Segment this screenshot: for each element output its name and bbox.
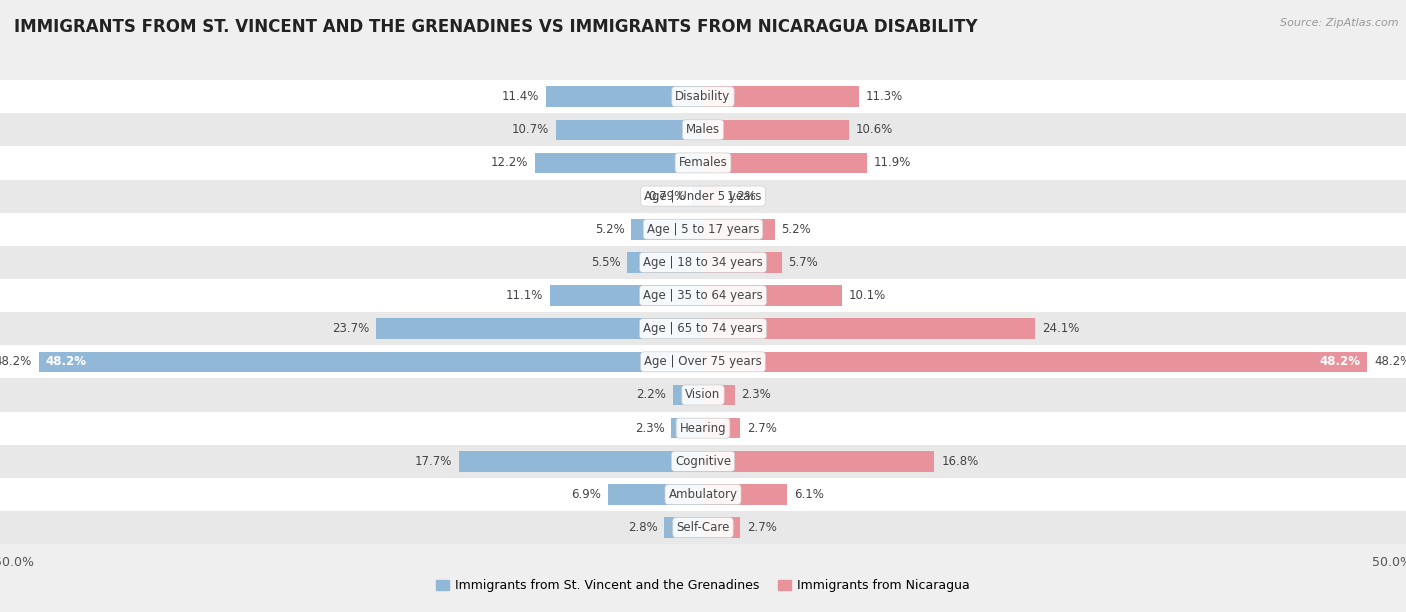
- Bar: [0, 478, 1406, 511]
- Bar: [703, 318, 1035, 339]
- Text: 11.9%: 11.9%: [875, 157, 911, 170]
- Bar: [0, 411, 1406, 445]
- Bar: [555, 119, 703, 140]
- Text: Cognitive: Cognitive: [675, 455, 731, 468]
- Bar: [703, 219, 775, 239]
- Text: 23.7%: 23.7%: [332, 322, 370, 335]
- Text: Disability: Disability: [675, 90, 731, 103]
- Text: 24.1%: 24.1%: [1042, 322, 1080, 335]
- Bar: [550, 285, 703, 306]
- Text: 2.2%: 2.2%: [636, 389, 666, 401]
- Bar: [671, 418, 703, 438]
- Text: 2.8%: 2.8%: [628, 521, 658, 534]
- Bar: [39, 351, 703, 372]
- Text: Age | 5 to 17 years: Age | 5 to 17 years: [647, 223, 759, 236]
- Text: IMMIGRANTS FROM ST. VINCENT AND THE GRENADINES VS IMMIGRANTS FROM NICARAGUA DISA: IMMIGRANTS FROM ST. VINCENT AND THE GREN…: [14, 18, 977, 36]
- Text: 48.2%: 48.2%: [1319, 356, 1360, 368]
- Text: 16.8%: 16.8%: [942, 455, 979, 468]
- Text: 11.3%: 11.3%: [866, 90, 903, 103]
- Bar: [0, 212, 1406, 246]
- Bar: [0, 146, 1406, 179]
- Text: 5.2%: 5.2%: [782, 223, 811, 236]
- Text: 10.6%: 10.6%: [856, 123, 893, 136]
- Text: 0.79%: 0.79%: [648, 190, 685, 203]
- Bar: [665, 517, 703, 538]
- Text: Males: Males: [686, 123, 720, 136]
- Text: Age | 18 to 34 years: Age | 18 to 34 years: [643, 256, 763, 269]
- Bar: [0, 345, 1406, 378]
- Bar: [0, 113, 1406, 146]
- Bar: [703, 119, 849, 140]
- Text: 12.2%: 12.2%: [491, 157, 529, 170]
- Bar: [460, 451, 703, 472]
- Text: Ambulatory: Ambulatory: [668, 488, 738, 501]
- Text: Vision: Vision: [685, 389, 721, 401]
- Bar: [703, 252, 782, 273]
- Text: 2.3%: 2.3%: [741, 389, 772, 401]
- Text: 2.7%: 2.7%: [747, 422, 778, 435]
- Bar: [607, 484, 703, 505]
- Text: Females: Females: [679, 157, 727, 170]
- Bar: [0, 246, 1406, 279]
- Text: 1.2%: 1.2%: [727, 190, 756, 203]
- Text: 48.2%: 48.2%: [0, 356, 32, 368]
- Text: 5.2%: 5.2%: [595, 223, 624, 236]
- Text: 5.5%: 5.5%: [591, 256, 620, 269]
- Text: Age | Under 5 years: Age | Under 5 years: [644, 190, 762, 203]
- Bar: [0, 312, 1406, 345]
- Text: 10.7%: 10.7%: [512, 123, 548, 136]
- Text: Self-Care: Self-Care: [676, 521, 730, 534]
- Bar: [703, 152, 868, 173]
- Bar: [0, 378, 1406, 411]
- Bar: [703, 86, 859, 107]
- Bar: [703, 451, 935, 472]
- Text: 48.2%: 48.2%: [46, 356, 87, 368]
- Text: Age | 65 to 74 years: Age | 65 to 74 years: [643, 322, 763, 335]
- Bar: [703, 285, 842, 306]
- Bar: [0, 445, 1406, 478]
- Text: Source: ZipAtlas.com: Source: ZipAtlas.com: [1281, 18, 1399, 28]
- Bar: [703, 484, 787, 505]
- Bar: [546, 86, 703, 107]
- Text: 6.9%: 6.9%: [571, 488, 600, 501]
- Bar: [703, 517, 740, 538]
- Bar: [703, 418, 740, 438]
- Bar: [703, 351, 1367, 372]
- Bar: [672, 385, 703, 405]
- Bar: [0, 511, 1406, 544]
- Bar: [631, 219, 703, 239]
- Bar: [692, 186, 703, 206]
- Text: 17.7%: 17.7%: [415, 455, 453, 468]
- Text: 11.4%: 11.4%: [502, 90, 538, 103]
- Text: Age | Over 75 years: Age | Over 75 years: [644, 356, 762, 368]
- Text: Age | 35 to 64 years: Age | 35 to 64 years: [643, 289, 763, 302]
- Text: 10.1%: 10.1%: [849, 289, 886, 302]
- Text: Hearing: Hearing: [679, 422, 727, 435]
- Bar: [534, 152, 703, 173]
- Bar: [0, 179, 1406, 212]
- Text: 5.7%: 5.7%: [789, 256, 818, 269]
- Bar: [0, 279, 1406, 312]
- Bar: [703, 186, 720, 206]
- Text: 6.1%: 6.1%: [794, 488, 824, 501]
- Text: 2.3%: 2.3%: [634, 422, 665, 435]
- Legend: Immigrants from St. Vincent and the Grenadines, Immigrants from Nicaragua: Immigrants from St. Vincent and the Gren…: [432, 574, 974, 597]
- Text: 48.2%: 48.2%: [1374, 356, 1406, 368]
- Bar: [377, 318, 703, 339]
- Bar: [627, 252, 703, 273]
- Bar: [703, 385, 735, 405]
- Text: 2.7%: 2.7%: [747, 521, 778, 534]
- Text: 11.1%: 11.1%: [506, 289, 543, 302]
- Bar: [0, 80, 1406, 113]
